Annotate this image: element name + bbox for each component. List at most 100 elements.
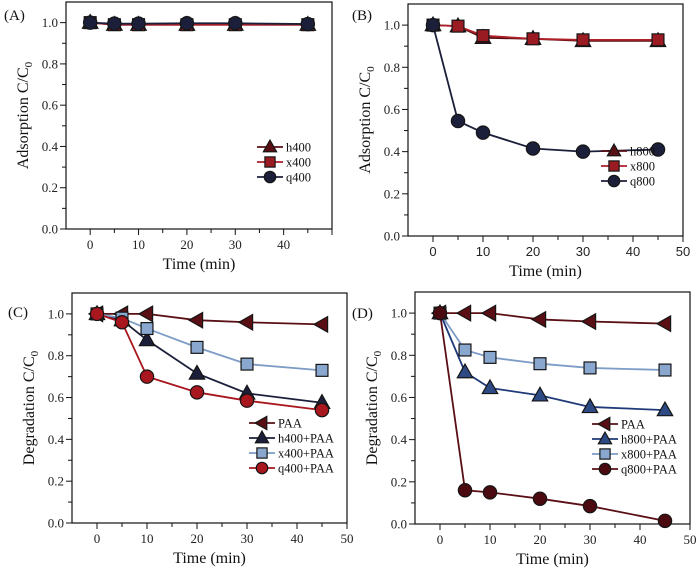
legend-marker	[264, 156, 276, 168]
data-point	[476, 29, 490, 43]
y-axis-title: Degradation C/C0	[21, 350, 41, 465]
y-axis-title-subscript: 0	[372, 350, 384, 356]
legend-label: x800+PAA	[621, 448, 677, 462]
data-point	[140, 321, 154, 336]
y-tick-label: 0.0	[384, 229, 400, 244]
series-line	[432, 24, 658, 41]
y-tick-label: 1.0	[48, 306, 64, 321]
legend-label: PAA	[621, 418, 645, 432]
legend-marker	[599, 448, 611, 460]
legend-marker	[256, 447, 268, 459]
y-axis-title-subscript: 0	[29, 350, 41, 356]
y-tick-label: 0.2	[391, 474, 407, 489]
legend-marker	[597, 430, 613, 445]
legend-label: x400+PAA	[278, 447, 334, 461]
data-point	[651, 33, 665, 47]
x-axis-title: Time (min)	[163, 256, 236, 273]
data-point	[526, 32, 540, 46]
y-axis-title: Adsorption C/C0	[357, 66, 377, 174]
data-point	[533, 357, 547, 371]
legend-label: x400	[286, 156, 311, 170]
series-paa	[430, 304, 672, 333]
legend-marker	[607, 174, 621, 188]
legend-label: q800+PAA	[621, 463, 677, 477]
legend-label: q800	[630, 175, 655, 189]
data-point	[82, 15, 98, 30]
data-point	[312, 315, 329, 334]
x-tick-label: 0	[94, 531, 101, 546]
x-tick-label: 30	[229, 237, 242, 252]
series-line	[90, 21, 308, 25]
data-point	[228, 16, 243, 31]
plot-frame	[414, 291, 691, 525]
data-point	[655, 314, 672, 333]
data-point	[658, 363, 672, 377]
y-axis-title-text: Degradation C/C	[364, 356, 381, 465]
legend-label: PAA	[278, 417, 302, 431]
y-tick-label: 0.6	[42, 98, 59, 113]
data-point	[240, 357, 254, 371]
panel-b: (B) 0 10 20 30 40 50 0.0 0.2 0.4 0.6 0.8 1.0 Time (mi…	[352, 3, 690, 280]
data-point	[107, 16, 122, 31]
x-tick-label: 40	[634, 532, 647, 547]
data-point	[137, 305, 154, 323]
data-point	[425, 17, 441, 33]
plot-frame	[65, 1, 333, 230]
y-tick-label: 0.6	[48, 390, 65, 405]
y-tick-label: 0.2	[384, 186, 400, 201]
x-tick-label: 20	[180, 237, 193, 252]
legend-marker	[598, 462, 612, 476]
legend-marker	[596, 416, 611, 432]
y-axis-title-text: Adsorption C/C	[15, 67, 32, 169]
x-tick-label: 40	[277, 237, 290, 252]
x-tick-label: 50	[341, 531, 354, 546]
legend-label: h800+PAA	[621, 433, 677, 447]
panel-a: (A) 0 10 20 30 40 0.0 0.2 0.4 0.6 0.8 1.0 Time (min)…	[4, 1, 333, 273]
panel-label: (B)	[352, 8, 372, 24]
data-point	[583, 361, 597, 375]
series-line	[439, 312, 666, 371]
data-point	[179, 16, 195, 31]
y-tick-label: 0.0	[48, 516, 64, 531]
data-point	[475, 125, 491, 140]
y-tick-label: 0.8	[384, 60, 400, 75]
data-point	[480, 304, 497, 322]
x-tick-label: 10	[132, 237, 145, 252]
series-line	[96, 313, 323, 411]
data-point	[450, 113, 466, 129]
legend-marker	[253, 415, 268, 431]
panel-label: (C)	[8, 305, 28, 321]
x-tick-label: 10	[476, 244, 490, 259]
series-q400-paa	[89, 306, 330, 418]
legend-label: h800	[630, 145, 655, 159]
y-axis-title-text: Adsorption C/C	[357, 72, 374, 174]
x-tick-label: 30	[584, 532, 597, 547]
y-axis-title: Adsorption C/C0	[15, 61, 35, 169]
y-tick-label: 0.8	[391, 348, 407, 363]
y-tick-label: 0.4	[42, 139, 59, 154]
data-point	[188, 364, 206, 380]
y-tick-label: 1.0	[391, 306, 407, 321]
data-point	[657, 513, 673, 529]
series-q800	[425, 17, 666, 159]
data-point	[187, 311, 204, 329]
legend-marker	[606, 142, 622, 157]
legend-label: q400+PAA	[278, 462, 334, 476]
x-tick-label: 50	[676, 244, 690, 259]
data-point	[575, 144, 591, 159]
data-point	[576, 33, 590, 47]
y-axis-title: Degradation C/C0	[364, 350, 384, 465]
legend-marker	[608, 160, 620, 172]
data-point	[237, 313, 254, 332]
data-point	[138, 330, 156, 347]
legend-label: x800	[630, 160, 655, 174]
data-point	[300, 16, 316, 32]
data-point	[239, 393, 255, 408]
data-point	[483, 350, 497, 364]
data-point	[530, 310, 547, 329]
y-tick-label: 0.2	[42, 180, 58, 195]
y-axis-title-subscript: 0	[23, 61, 35, 67]
y-tick-label: 0.4	[384, 144, 401, 159]
y-tick-label: 0.8	[42, 56, 58, 71]
x-tick-label: 40	[626, 244, 640, 259]
